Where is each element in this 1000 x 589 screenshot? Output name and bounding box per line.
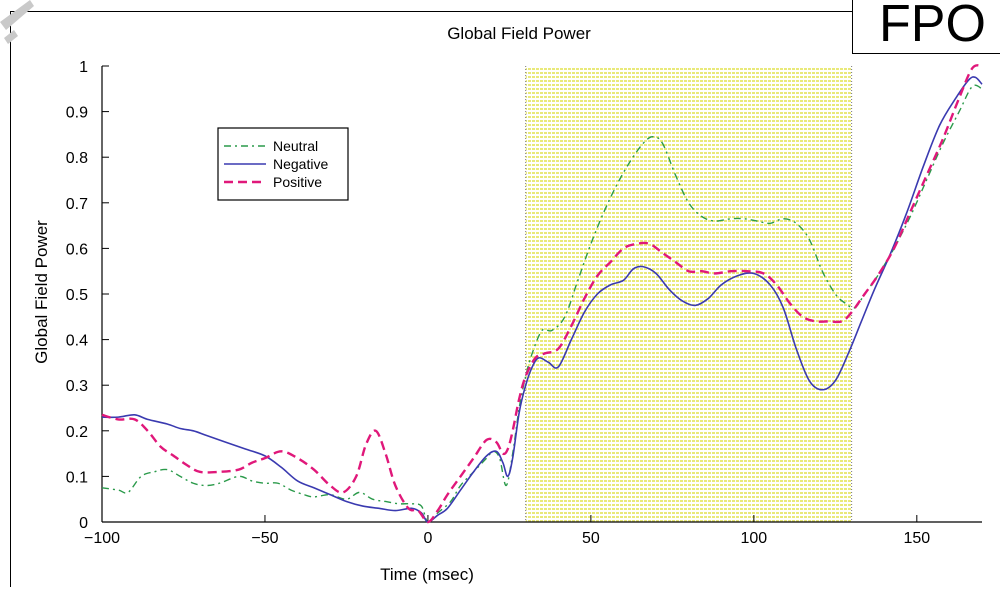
x-tick-label: −50: [251, 530, 278, 547]
y-tick-label: 0.3: [66, 378, 88, 395]
legend: Neutral Negative Positive: [217, 127, 349, 201]
y-axis-label: Global Field Power: [32, 220, 51, 364]
series-line-negative: [101, 76, 983, 523]
y-tick-label: 0.2: [66, 424, 88, 441]
fpo-stamp: FPO: [852, 0, 1000, 54]
corner-decoration: [0, 0, 34, 44]
x-tick-label: 100: [741, 530, 768, 547]
x-tick-label: 50: [582, 530, 600, 547]
x-tick-label: 150: [903, 530, 930, 547]
y-tick-label: 0.8: [66, 150, 88, 167]
highlight-region: [525, 66, 852, 522]
y-tick-label: 0.6: [66, 241, 88, 258]
y-tick-label: 0.9: [66, 105, 88, 122]
y-tick-label: 0: [79, 515, 88, 532]
x-axis-label: Time (msec): [380, 565, 474, 584]
series-line-positive: [101, 64, 983, 524]
y-tick-label: 0.7: [66, 196, 88, 213]
chart-title: Global Field Power: [447, 24, 591, 43]
legend-label-negative: Negative: [273, 156, 328, 172]
figure-frame: [10, 11, 999, 587]
legend-label-positive: Positive: [273, 174, 322, 190]
y-tick-label: 0.4: [66, 333, 88, 350]
series-line-neutral: [101, 84, 983, 523]
y-tick-label: 1: [79, 59, 88, 76]
y-tick-label: 0.5: [66, 287, 88, 304]
x-tick-label: 0: [423, 530, 432, 547]
legend-label-neutral: Neutral: [273, 138, 318, 154]
x-tick-label: −100: [84, 530, 120, 547]
y-tick-label: 0.1: [66, 469, 88, 486]
